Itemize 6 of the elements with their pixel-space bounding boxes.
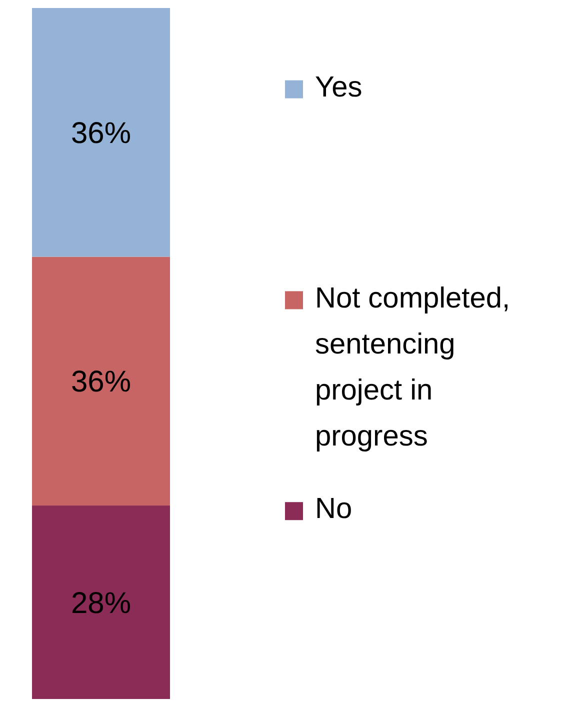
data-label: 36%	[70, 116, 132, 150]
data-label: 36%	[70, 366, 132, 399]
data-label: 28%	[70, 586, 132, 620]
legend-label: Not completed, sentencing project in progress	[315, 282, 510, 452]
legend-label: No	[315, 493, 352, 526]
legend-label: Yes	[315, 71, 362, 104]
